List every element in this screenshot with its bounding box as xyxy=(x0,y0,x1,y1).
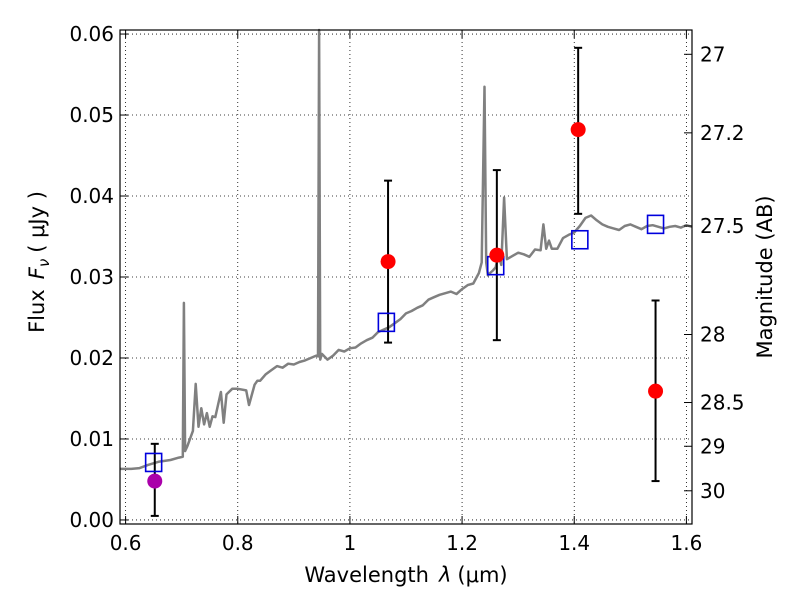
plot-frame xyxy=(119,29,693,525)
x-tick-label: 1.6 xyxy=(670,531,702,555)
observed-point xyxy=(380,254,396,270)
y-tick-label: 0.00 xyxy=(69,508,114,532)
y2-tick-label: 27.2 xyxy=(700,121,745,145)
y2-tick-labels: 27 27.2 27.5 28 28.5 29 30 xyxy=(700,42,745,503)
x-tick-label: 0.8 xyxy=(222,531,254,555)
y2-tick-label: 30 xyxy=(700,479,725,503)
y2-tick-label: 27.5 xyxy=(700,214,745,238)
observed-limit-point xyxy=(147,473,163,489)
y-tick-label: 0.01 xyxy=(69,427,114,451)
x-tick-label: 1.4 xyxy=(558,531,590,555)
y-tick-label: 0.03 xyxy=(69,265,114,289)
model-photometry-point xyxy=(571,229,589,250)
y-tick-labels: 0.00 0.01 0.02 0.03 0.04 0.05 0.06 xyxy=(69,22,114,532)
error-bars xyxy=(150,46,660,517)
observed-point xyxy=(570,122,586,138)
x-tick-labels: 0.6 0.8 1 1.2 1.4 1.6 xyxy=(110,531,703,555)
model-spectrum xyxy=(120,28,693,471)
axis-ticks xyxy=(120,30,692,524)
y2-tick-label: 27 xyxy=(700,42,725,66)
model-photometry-points xyxy=(144,214,665,473)
x-tick-label: 0.6 xyxy=(110,531,142,555)
y2-axis-title: Magnitude (AB) xyxy=(753,195,777,358)
y-tick-label: 0.02 xyxy=(69,346,114,370)
y2-tick-label: 29 xyxy=(700,434,725,458)
model-photometry-point xyxy=(144,452,163,473)
y-tick-label: 0.04 xyxy=(69,184,114,208)
x-tick-label: 1.2 xyxy=(446,531,478,555)
model-spectrum-line xyxy=(120,28,693,471)
observed-points xyxy=(147,122,664,489)
grid-lines xyxy=(120,30,692,524)
x-tick-label: 1 xyxy=(344,531,357,555)
model-photometry-point xyxy=(646,214,665,235)
y2-tick-label: 28 xyxy=(700,322,725,346)
y-axis-title: FluxFν( μJy ) xyxy=(25,191,53,333)
model-photometry-point xyxy=(377,312,396,333)
observed-point xyxy=(648,383,664,399)
y-tick-label: 0.06 xyxy=(69,22,114,46)
observed-point xyxy=(489,247,505,263)
y2-tick-label: 28.5 xyxy=(700,391,745,415)
x-axis-title: Wavelength λ (μm) xyxy=(304,563,507,587)
y-tick-label: 0.05 xyxy=(69,103,114,127)
